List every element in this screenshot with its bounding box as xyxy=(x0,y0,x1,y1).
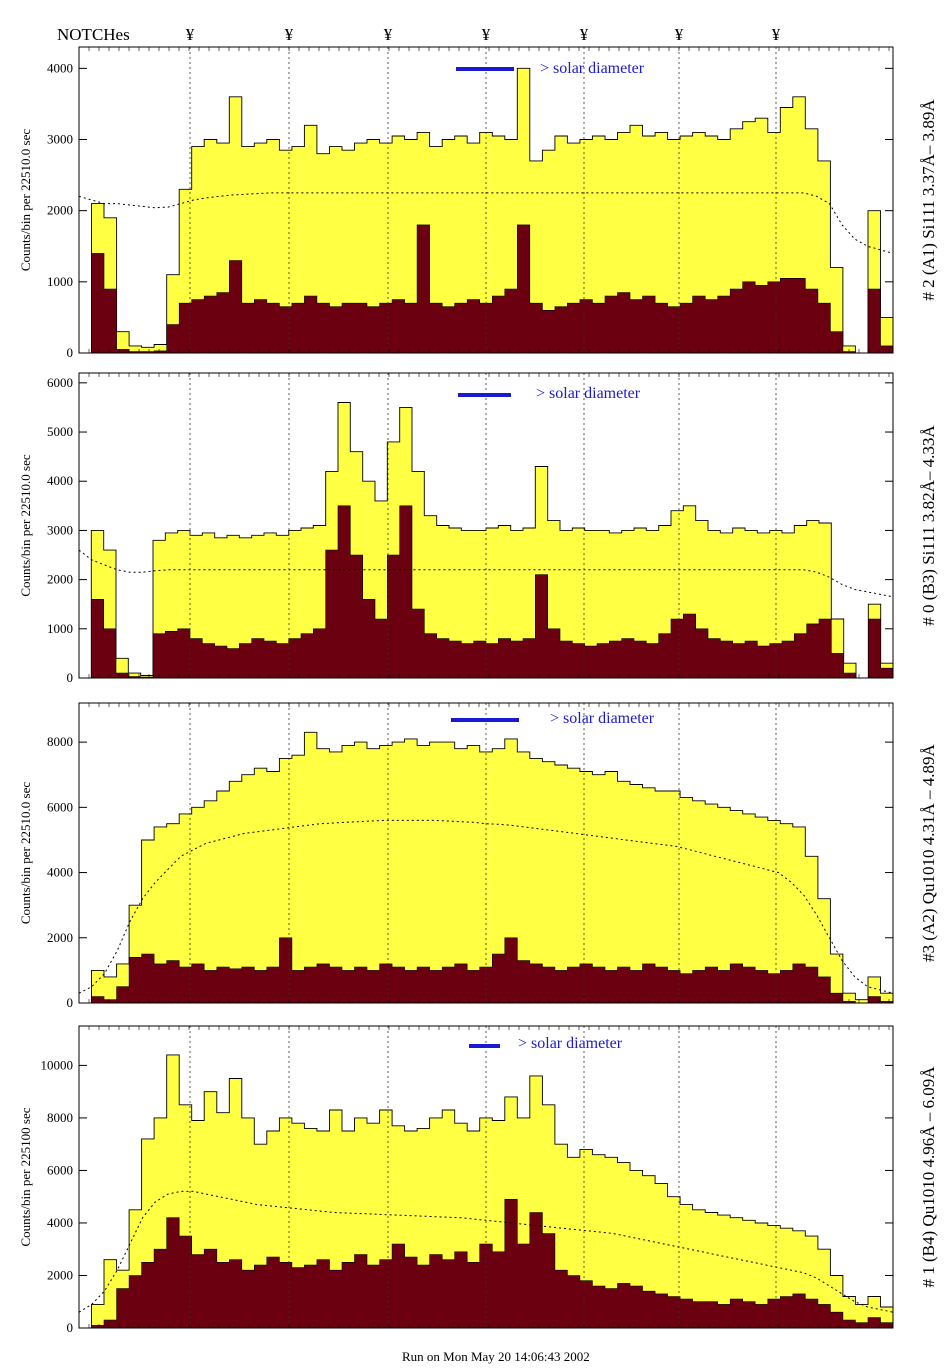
y-tick-label: 6000 xyxy=(47,1162,73,1177)
y-tick-label: 2000 xyxy=(47,203,73,218)
notch-mark-2: ¥ xyxy=(285,25,294,44)
run-footer: Run on Mon May 20 14:06:43 2002 xyxy=(402,1349,590,1364)
series-background-area xyxy=(79,224,893,353)
y-tick-label: 6000 xyxy=(47,375,73,390)
y-tick-label: 2000 xyxy=(47,572,73,587)
notch-mark-1: ¥ xyxy=(186,25,195,44)
series-total-area xyxy=(79,68,893,354)
series-model-curve xyxy=(78,192,894,254)
notch-mark-6: ¥ xyxy=(675,25,684,44)
series-background-outline xyxy=(79,1199,893,1329)
panel-right-label: # 0 (B3) Si111 3.82Å– 4.33Å xyxy=(919,425,938,626)
solar-diameter-label: > solar diameter xyxy=(536,385,641,402)
plot-frame xyxy=(78,702,894,1004)
notches-label: NOTCHes xyxy=(57,25,130,44)
y-tick-label: 1000 xyxy=(47,274,73,289)
notch-marks: ¥ ¥ ¥ ¥ ¥ ¥ ¥ xyxy=(186,25,781,44)
y-tick-label: 2000 xyxy=(47,930,73,945)
y-axis-label: Counts/bin per 22510.0 sec xyxy=(18,782,33,924)
y-tick-label: 0 xyxy=(67,670,74,685)
y-tick-label: 4000 xyxy=(47,1215,73,1230)
plot-frame xyxy=(78,1025,894,1329)
notch-mark-7: ¥ xyxy=(772,25,781,44)
series-model-curve xyxy=(78,549,894,598)
panels: 0 1000 2000 3000 4000 Counts/bin per 22510.0 … xyxy=(18,46,938,1335)
solar-diameter-label: > solar diameter xyxy=(540,60,645,77)
y-tick-label: 2000 xyxy=(47,1267,73,1282)
y-tick-label: 1000 xyxy=(47,621,73,636)
y-tick-label: 4000 xyxy=(47,865,73,880)
series-model-curve xyxy=(78,1190,894,1313)
y-tick-label: 0 xyxy=(67,995,74,1010)
plot-frame xyxy=(78,46,894,354)
y-tick-label: 6000 xyxy=(47,799,73,814)
y-axis-label: Counts/bin per 22510.0 sec xyxy=(18,454,33,596)
y-tick-label: 0 xyxy=(67,345,74,360)
plot-frame xyxy=(78,372,894,679)
notch-mark-4: ¥ xyxy=(482,25,491,44)
y-tick-label: 4000 xyxy=(47,60,73,75)
notch-mark-3: ¥ xyxy=(384,25,393,44)
panel-4: 0 2000 4000 6000 8000 10000 Counts/bin per 225… xyxy=(18,1025,938,1335)
panel-1: 0 1000 2000 3000 4000 Counts/bin per 22510.0 … xyxy=(18,46,938,360)
y-tick-label: 3000 xyxy=(47,132,73,147)
solar-diameter-label: > solar diameter xyxy=(550,710,655,727)
panel-2: 0 1000 2000 3000 4000 5000 6000 Counts/bin per … xyxy=(18,372,938,685)
y-tick-label: 0 xyxy=(67,1320,74,1335)
series-background-area xyxy=(79,1199,893,1328)
series-background-outline xyxy=(79,224,893,354)
solar-diameter-label: > solar diameter xyxy=(518,1035,623,1052)
y-tick-label: 5000 xyxy=(47,424,73,439)
panel-right-label: # 1 (B4) Qu1010 4.96Å – 6.09Å xyxy=(919,1066,938,1288)
y-tick-label: 4000 xyxy=(47,473,73,488)
y-tick-label: 8000 xyxy=(47,734,73,749)
y-tick-label: 8000 xyxy=(47,1110,73,1125)
series-total-area xyxy=(79,732,893,1003)
series-background-outline xyxy=(79,505,893,679)
y-axis-label: Counts/bin per 22510.0 sec xyxy=(18,129,33,271)
series-background-area xyxy=(79,937,893,1003)
y-tick-label: 3000 xyxy=(47,522,73,537)
y-tick-label: 10000 xyxy=(41,1057,74,1072)
panel-right-label: # 2 (A1) Si111 3.37Å– 3.89Å xyxy=(919,99,938,301)
panel-right-label: #3 (A2) Qu1010 4.31Å – 4.89Å xyxy=(919,743,938,961)
y-axis-label: Counts/bin per 225100 sec xyxy=(18,1107,33,1246)
notch-mark-5: ¥ xyxy=(580,25,589,44)
series-total-outline xyxy=(79,731,893,1004)
series-total-area xyxy=(79,402,893,678)
panel-3: 0 2000 4000 6000 8000 Counts/bin per 22510.0 … xyxy=(18,702,938,1010)
series-background-area xyxy=(79,505,893,678)
series-background-outline xyxy=(79,937,893,1004)
series-model-curve xyxy=(78,819,894,994)
